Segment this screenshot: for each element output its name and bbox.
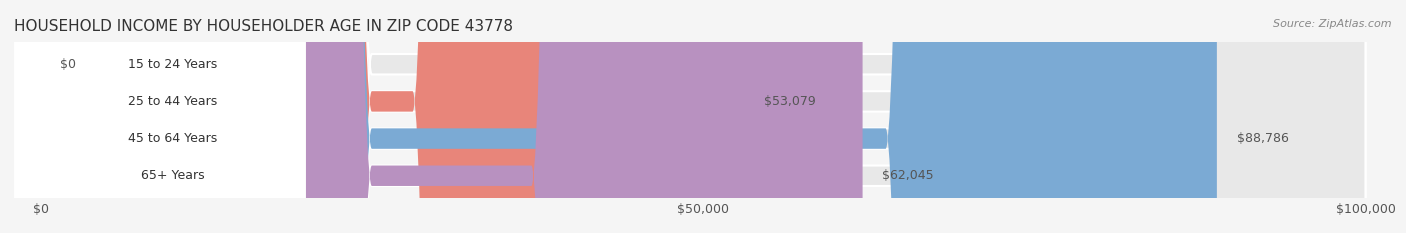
Text: HOUSEHOLD INCOME BY HOUSEHOLDER AGE IN ZIP CODE 43778: HOUSEHOLD INCOME BY HOUSEHOLDER AGE IN Z… [14, 19, 513, 34]
Text: $53,079: $53,079 [763, 95, 815, 108]
Text: 25 to 44 Years: 25 to 44 Years [128, 95, 218, 108]
FancyBboxPatch shape [41, 0, 1365, 233]
Text: $0: $0 [60, 58, 76, 71]
FancyBboxPatch shape [41, 0, 744, 233]
Text: $88,786: $88,786 [1237, 132, 1289, 145]
FancyBboxPatch shape [41, 0, 1365, 233]
Text: 45 to 64 Years: 45 to 64 Years [128, 132, 218, 145]
FancyBboxPatch shape [14, 0, 305, 233]
FancyBboxPatch shape [41, 0, 1365, 233]
Text: 15 to 24 Years: 15 to 24 Years [128, 58, 218, 71]
FancyBboxPatch shape [41, 0, 1216, 233]
Text: $62,045: $62,045 [883, 169, 934, 182]
Text: Source: ZipAtlas.com: Source: ZipAtlas.com [1274, 19, 1392, 29]
FancyBboxPatch shape [14, 0, 305, 233]
FancyBboxPatch shape [14, 0, 305, 233]
FancyBboxPatch shape [41, 0, 863, 233]
Text: 65+ Years: 65+ Years [141, 169, 205, 182]
FancyBboxPatch shape [14, 0, 305, 233]
FancyBboxPatch shape [41, 0, 1365, 233]
